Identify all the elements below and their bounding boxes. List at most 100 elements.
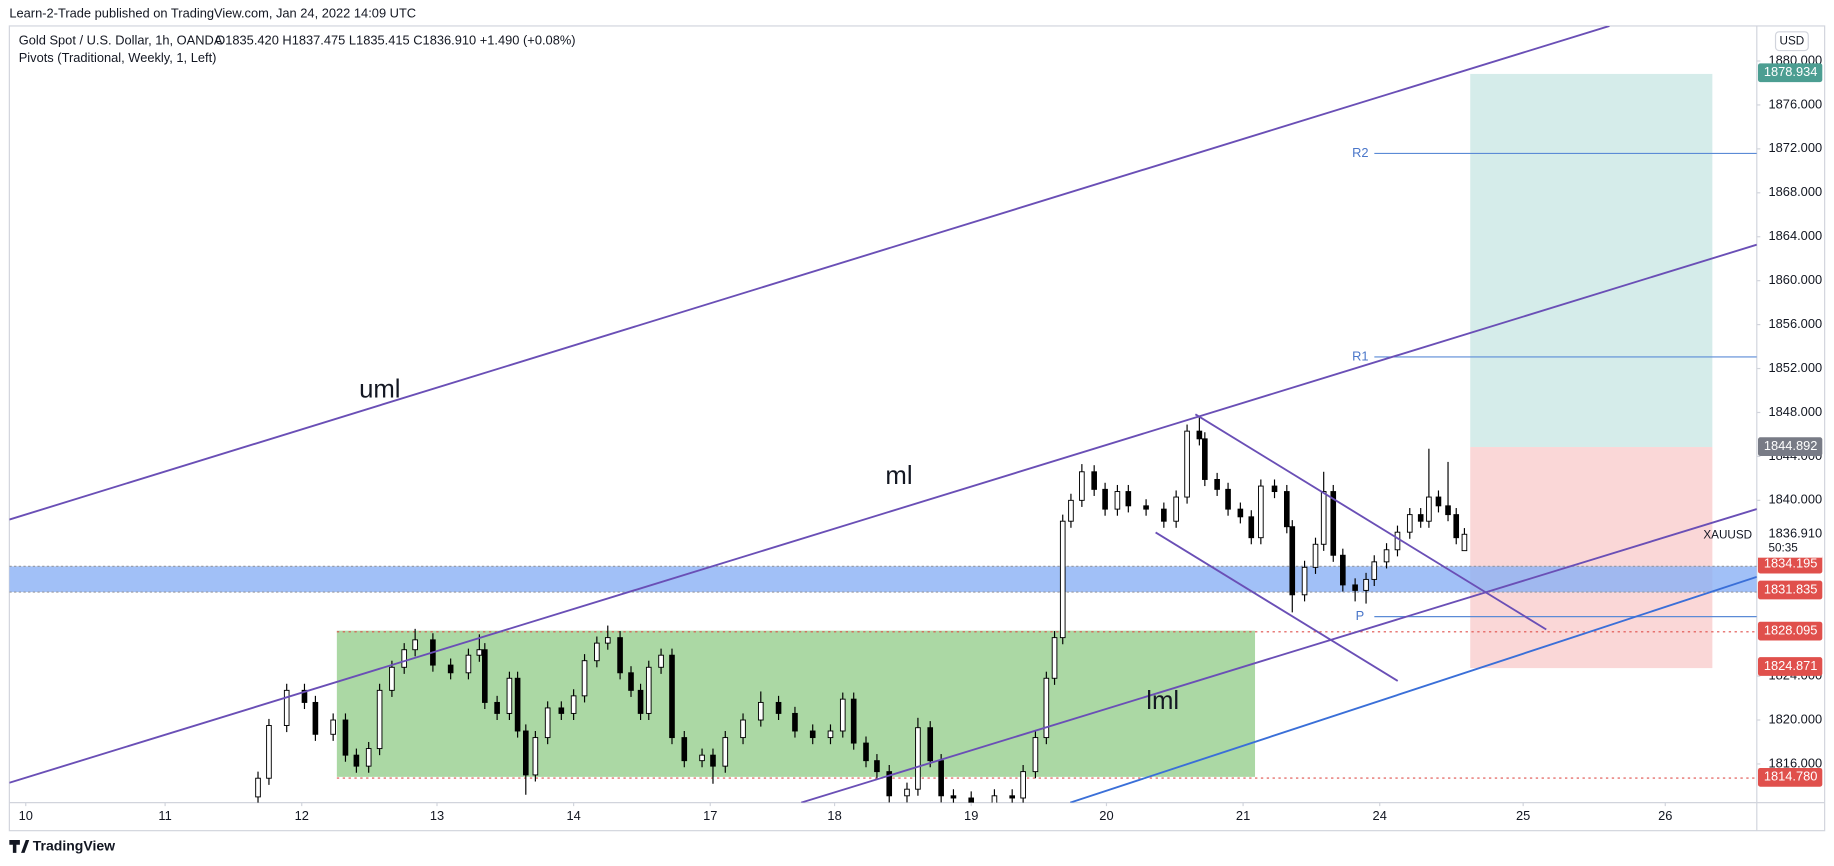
candle-body (645, 666, 652, 714)
last-price: 1836.910 (1769, 526, 1823, 541)
candle-body (1445, 505, 1451, 516)
range-box (336, 630, 1256, 777)
candle-body (874, 760, 880, 773)
last-price-symbol: XAUUSD (1703, 529, 1752, 542)
candle-body (514, 677, 521, 732)
candle-body (1173, 496, 1179, 522)
price-label-box (1757, 437, 1823, 456)
x-tick-label: 19 (964, 808, 978, 823)
x-tick-label: 20 (1099, 808, 1113, 823)
candle-body (506, 677, 513, 714)
candle-body (1079, 471, 1085, 501)
price-label-box (1757, 621, 1823, 641)
x-tick-label: 25 (1516, 808, 1530, 823)
candle-body (1196, 430, 1203, 440)
candle-body (1020, 771, 1026, 799)
median-line (9, 243, 1757, 784)
x-tick-label: 26 (1658, 808, 1672, 823)
y-tick-label: 1852.000 (1769, 360, 1823, 375)
candle-body (312, 701, 319, 735)
price-label: 1831.835 (1764, 581, 1818, 596)
candle-body (447, 664, 454, 674)
candle-body (1340, 554, 1346, 586)
candle-body (827, 730, 834, 739)
candle-body (342, 719, 349, 756)
candle-body (594, 642, 600, 662)
candle-body (968, 797, 975, 803)
candle-body (1383, 549, 1390, 563)
candle-body (757, 701, 764, 721)
price-label: 1834.195 (1764, 555, 1818, 570)
candle-body (581, 660, 588, 697)
candle-body (658, 654, 664, 668)
support-band (9, 566, 1757, 593)
price-label-box (1757, 657, 1823, 676)
candle-body (604, 637, 611, 644)
candle-body (1214, 479, 1220, 490)
candle-body (1461, 533, 1468, 552)
candle-body (1202, 438, 1208, 480)
annotation: ml (885, 462, 912, 490)
channel-line (1194, 413, 1547, 631)
channel-line (1155, 531, 1399, 682)
candle-body (927, 727, 934, 762)
candle-body (740, 719, 746, 739)
candle-body (863, 742, 869, 762)
candle-body (1114, 491, 1121, 510)
candle-body (1043, 677, 1050, 739)
candle-body (353, 754, 360, 767)
candle-body (1406, 514, 1413, 533)
candle-body (915, 727, 921, 790)
candle-body (1225, 488, 1231, 510)
candle-body (283, 689, 290, 726)
y-tick-label: 1868.000 (1769, 184, 1823, 199)
candle-body (570, 695, 577, 714)
pivot-label: R1 (1352, 348, 1368, 363)
candle-body (1394, 531, 1401, 551)
chart-frame (8, 25, 1826, 832)
candle-body (266, 725, 272, 779)
candle-body (255, 777, 261, 798)
candle-body (558, 707, 565, 714)
candle-body (1051, 637, 1058, 679)
x-tick-label: 18 (827, 808, 841, 823)
candle-body (1330, 491, 1337, 556)
candle-body (1258, 485, 1264, 539)
price-label-box (1757, 580, 1823, 600)
candle-body (412, 639, 418, 651)
x-tick-label: 13 (430, 808, 444, 823)
y-tick-label: 1860.000 (1769, 272, 1823, 287)
currency[interactable]: USD (1780, 34, 1805, 47)
lower-median-line (800, 508, 1757, 803)
candle-body (301, 689, 308, 703)
footer: TradingView (33, 838, 115, 854)
candle-body (1125, 491, 1132, 507)
candle-body (532, 737, 539, 776)
y-tick-label: 1820.000 (1769, 711, 1823, 726)
candle-body (1352, 584, 1358, 591)
candle-body (494, 701, 500, 714)
currency-box[interactable] (1774, 31, 1809, 52)
y-tick-label: 1864.000 (1769, 228, 1823, 243)
candle-body (886, 771, 893, 797)
price-label: 1824.871 (1764, 658, 1818, 673)
candle-body (1091, 471, 1097, 490)
candle-body (1435, 496, 1442, 507)
pivot-label: R2 (1352, 145, 1368, 160)
candle-body (637, 689, 644, 714)
candle-body (792, 712, 798, 732)
header: Learn-2-Trade published on TradingView.c… (9, 6, 416, 21)
ohlc-values: O1835.420 H1837.475 L1835.415 C1836.910 … (215, 33, 575, 48)
candle-body (330, 719, 336, 735)
candles (255, 416, 1468, 803)
y-tick-label: 1816.000 (1769, 755, 1823, 770)
candle-body (681, 737, 688, 762)
candle-body (1312, 543, 1319, 568)
candle-body (809, 730, 816, 739)
candle-body (401, 649, 408, 668)
candle-body (1426, 496, 1432, 522)
candle-body (1363, 578, 1369, 591)
candle-body (850, 698, 857, 744)
